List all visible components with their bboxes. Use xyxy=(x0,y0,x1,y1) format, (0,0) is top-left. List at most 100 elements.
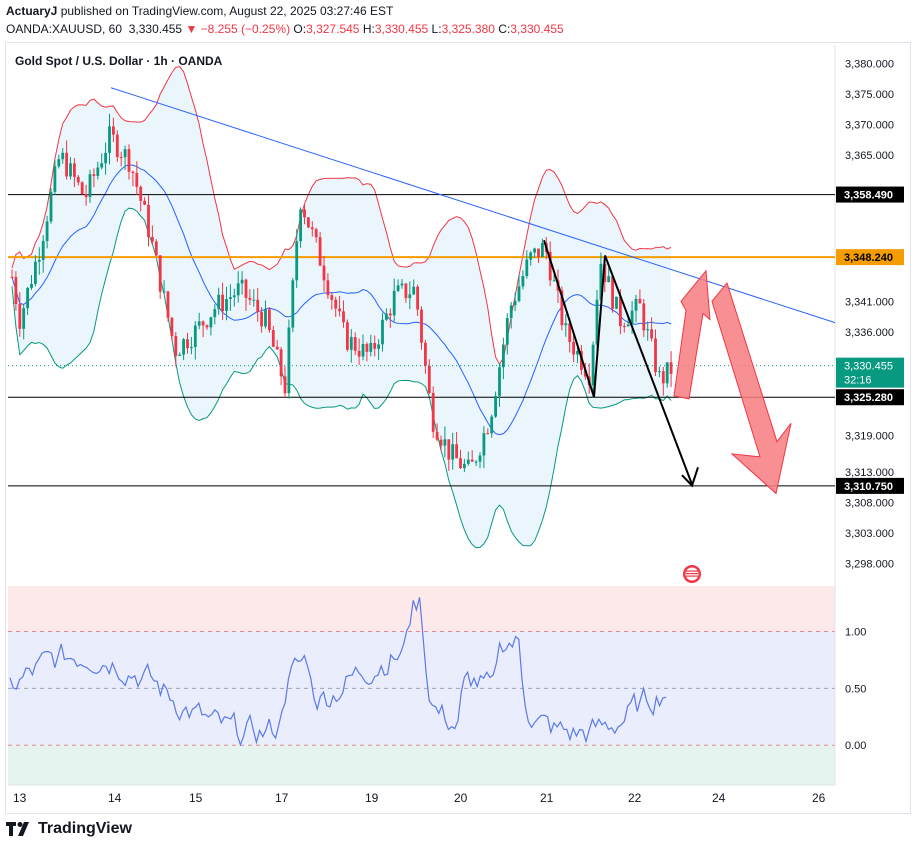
candle-body xyxy=(170,317,174,337)
candle-body xyxy=(69,163,72,177)
candle-body xyxy=(197,321,201,326)
level-price-tag xyxy=(836,477,904,494)
high-label: H: xyxy=(362,22,375,36)
candle-body xyxy=(201,321,205,326)
candle-body xyxy=(45,221,49,241)
candle-body xyxy=(463,463,466,469)
candle-body xyxy=(607,276,611,283)
candle-body xyxy=(232,295,236,298)
author-name[interactable]: ActuaryJ xyxy=(6,4,58,18)
price-tick-label: 3,370.000 xyxy=(845,119,894,131)
candle-body xyxy=(271,330,275,347)
candle-body xyxy=(529,252,533,260)
tradingview-icon xyxy=(6,822,29,836)
time-tick-label: 20 xyxy=(454,791,468,805)
candle-body xyxy=(283,376,287,394)
candle-body xyxy=(427,365,431,393)
candle-body xyxy=(299,209,302,242)
candle-body xyxy=(112,126,115,135)
candle-body xyxy=(268,309,271,331)
candle-body xyxy=(478,455,482,462)
candle-body xyxy=(611,276,614,309)
candle-body xyxy=(642,303,646,331)
candle-body xyxy=(174,336,178,356)
candle-body xyxy=(357,350,361,357)
candle-body xyxy=(119,157,123,159)
black-arrowhead xyxy=(681,466,699,488)
candle-body xyxy=(650,329,653,339)
candle-body xyxy=(669,362,673,374)
time-tick-label: 13 xyxy=(13,791,27,805)
candle-body xyxy=(151,237,154,242)
candle-body xyxy=(513,300,517,306)
candle-body xyxy=(505,318,509,345)
candle-body xyxy=(41,240,45,260)
candle-body xyxy=(626,324,630,327)
tradingview-logo[interactable]: TradingView xyxy=(6,820,132,838)
candle-body xyxy=(256,299,260,313)
candle-body xyxy=(439,439,443,446)
time-tick-label: 19 xyxy=(365,791,379,805)
candle-body xyxy=(61,152,65,160)
candle-body xyxy=(466,459,470,464)
time-tick-label: 21 xyxy=(540,791,554,805)
candle-body xyxy=(53,166,57,192)
osc-neutral-zone xyxy=(8,631,835,746)
osc-oversold-zone xyxy=(8,745,835,785)
candle-body xyxy=(498,367,501,396)
oscillator-line xyxy=(9,597,667,747)
last-price: 3,330.455 xyxy=(128,22,183,36)
candle-body xyxy=(622,326,626,328)
candle-body xyxy=(334,299,338,309)
descending-trendline xyxy=(110,87,836,324)
current-price-tag xyxy=(836,357,904,388)
candle-body xyxy=(537,248,540,257)
candle-body xyxy=(373,342,377,349)
low-label: L: xyxy=(431,22,442,36)
us-flag-stripe xyxy=(686,575,698,577)
candle-body xyxy=(377,344,380,349)
candle-body xyxy=(244,279,248,298)
candle-body xyxy=(638,298,642,304)
time-tick-label: 14 xyxy=(108,791,122,805)
chart-title: Gold Spot / U.S. Dollar · 1h · OANDA xyxy=(15,54,223,68)
candle-body xyxy=(147,204,150,238)
candle-body xyxy=(76,176,80,183)
candle-body xyxy=(388,313,392,316)
candle-body xyxy=(158,255,162,292)
candle-body xyxy=(131,171,135,173)
candle-body xyxy=(541,243,544,257)
candle-body xyxy=(525,259,529,276)
candle-body xyxy=(49,191,53,222)
candle-body xyxy=(205,325,209,328)
candle-body xyxy=(135,172,139,187)
candle-body xyxy=(115,134,119,158)
level-price-tag-text: 3,325.280 xyxy=(844,392,893,404)
candle-body xyxy=(502,344,505,368)
candle-body xyxy=(108,126,111,153)
candle-body xyxy=(127,149,131,172)
candle-body xyxy=(385,313,388,320)
time-tick-label: 17 xyxy=(275,791,289,805)
high-value: 3,330.455 xyxy=(374,22,429,36)
candle-body xyxy=(295,241,299,281)
candle-body xyxy=(80,182,84,194)
candle-body xyxy=(236,283,240,296)
candle-body xyxy=(591,344,595,386)
candle-body xyxy=(307,217,310,228)
price-tick-label: 3,380.000 xyxy=(845,58,894,70)
candle-body xyxy=(96,167,100,176)
candle-body xyxy=(229,297,232,300)
candle-body xyxy=(10,276,14,278)
candle-body xyxy=(326,280,330,296)
price-change: ▼ −8.255 (−0.25%) xyxy=(185,22,291,36)
candle-body xyxy=(572,341,575,355)
candle-body xyxy=(84,193,88,198)
candle-body xyxy=(365,344,369,352)
bollinger-band-fill xyxy=(12,66,672,548)
us-flag-stripe xyxy=(686,570,698,572)
candle-body xyxy=(400,283,404,286)
time-tick-label: 26 xyxy=(812,791,826,805)
candle-body xyxy=(490,416,494,434)
